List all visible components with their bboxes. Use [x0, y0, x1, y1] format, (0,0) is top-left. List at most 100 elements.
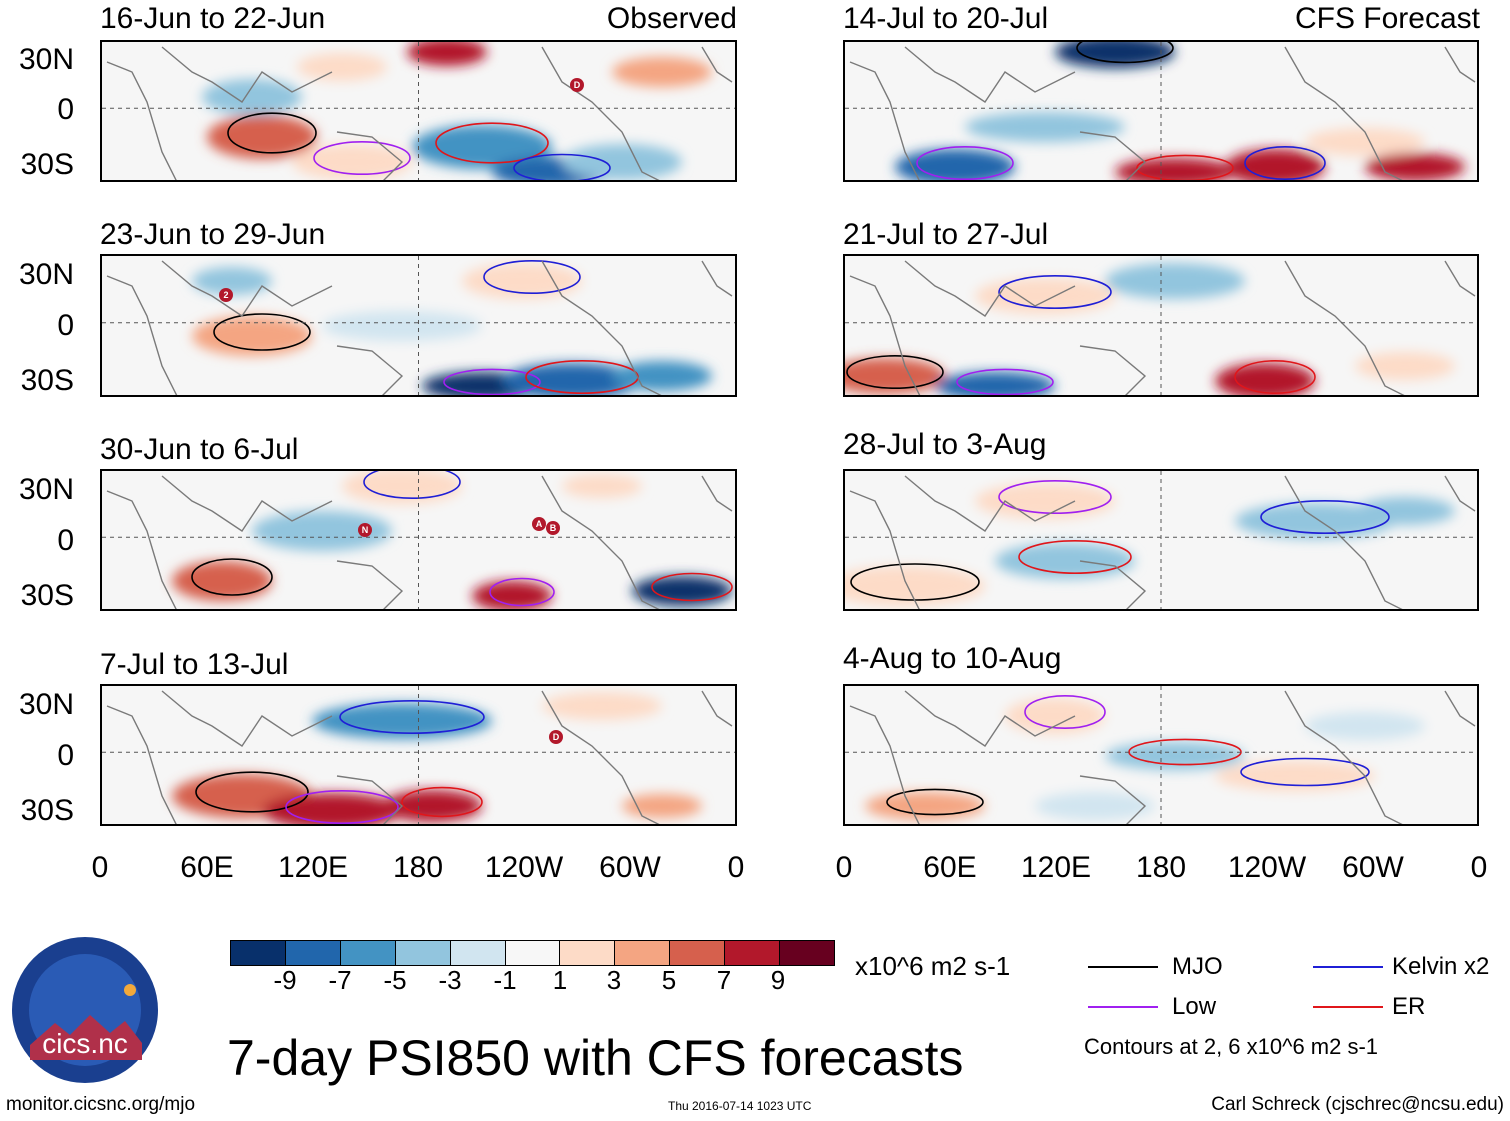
anomaly-blob [1225, 149, 1325, 180]
coastline [1444, 690, 1476, 727]
anomaly-blob [207, 115, 317, 159]
lon-label: 0 [91, 851, 109, 884]
storm-marker: N [358, 523, 372, 537]
storm-marker: 2 [219, 288, 233, 302]
lat-label-eq: 0 [57, 739, 74, 772]
colorbar [230, 940, 835, 966]
anomaly-blob [965, 112, 1125, 142]
map-field [102, 42, 735, 180]
contour-line [1234, 360, 1316, 395]
contour-line [1260, 499, 1390, 535]
lon-label: 180 [1135, 851, 1187, 884]
anomaly-blob [1035, 792, 1155, 820]
anomaly-blob [1215, 761, 1375, 791]
colorbar-tick-label: 9 [770, 965, 786, 995]
colorbar-swatch [670, 941, 726, 965]
footer-url: monitor.cicsnc.org/mjo [6, 1094, 196, 1115]
anomaly-blob [612, 361, 712, 391]
anomaly-blob [192, 267, 272, 295]
contour-line [998, 274, 1112, 310]
contour-line [191, 558, 273, 596]
psi850-map-panel-2: 2 [100, 254, 737, 397]
contour-line [483, 259, 581, 295]
contour-line [1018, 540, 1132, 575]
colorbar-swatch [395, 941, 451, 965]
coastline [701, 475, 733, 512]
contour-line [1136, 154, 1234, 180]
colorbar-swatch [231, 941, 286, 965]
map-field [845, 471, 1477, 609]
anomaly-blob [312, 703, 492, 739]
coastline [1284, 690, 1403, 824]
coastline [904, 260, 1076, 317]
contours-note: Contours at 2, 6 x10^6 m2 s-1 [1084, 1034, 1379, 1059]
panel-title: 30-Jun to 6-Jul [100, 433, 299, 466]
map-field [102, 471, 735, 609]
coastline [904, 475, 1076, 532]
coastline [106, 61, 177, 180]
footer-timestamp: Thu 2016-07-14 1023 UTC [668, 1099, 812, 1113]
anomaly-blob [322, 311, 482, 341]
contour-line [846, 355, 944, 390]
colorbar-tick-label: -5 [383, 965, 407, 995]
anomaly-blob [172, 561, 272, 601]
panel-title: 14-Jul to 20-Jul [843, 2, 1049, 35]
anomaly-blob [1105, 742, 1245, 770]
psi850-map-panel-1: D [100, 40, 737, 182]
contour-line [195, 771, 309, 813]
anomaly-blob [342, 471, 462, 504]
anomaly-blob [845, 566, 985, 606]
anomaly-blob [297, 53, 387, 81]
lon-label: 60W [1342, 851, 1404, 884]
contour-line [1076, 42, 1174, 64]
logo-text: cics.nc [42, 1028, 128, 1059]
anomaly-blob [462, 263, 582, 299]
anomaly-blob [1055, 42, 1175, 68]
legend-label-mjo: MJO [1172, 953, 1223, 980]
anomaly-blob [382, 790, 482, 822]
panel-title: 16-Jun to 22-Jun [100, 2, 326, 35]
anomaly-blob [562, 144, 682, 180]
coastline [1444, 475, 1476, 512]
anomaly-blob [632, 576, 732, 606]
panel-title: 7-Jul to 13-Jul [100, 648, 289, 681]
map-field [845, 256, 1477, 395]
storm-marker: D [549, 730, 563, 744]
lat-label-30n: 30N [18, 473, 74, 506]
contour-line [313, 141, 411, 176]
colorbar-tick-label: 3 [606, 965, 622, 995]
anomaly-blob [975, 278, 1115, 314]
psi850-map-panel-6 [843, 254, 1479, 397]
contour-line [916, 146, 1014, 180]
coastline [541, 46, 660, 180]
coastline [849, 490, 920, 609]
coastline [849, 61, 920, 180]
colorbar-swatch [285, 941, 341, 965]
coastline [904, 690, 1076, 747]
psi850-map-panel-7 [843, 469, 1479, 611]
coastline [161, 690, 333, 747]
coastline [161, 46, 333, 103]
forecast-label: CFS Forecast [1294, 2, 1480, 35]
anomaly-blob [1235, 503, 1395, 539]
coastline [849, 275, 921, 395]
colorbar-tick-label: -7 [328, 965, 352, 995]
lat-label-eq: 0 [57, 93, 74, 126]
coastline [1444, 46, 1476, 83]
contour-line [886, 788, 984, 816]
footer-credit: Carl Schreck (cjschrec@ncsu.edu) [1211, 1094, 1504, 1115]
lat-label-30n: 30N [18, 688, 74, 721]
storm-marker: A [532, 517, 546, 531]
panel-title: 4-Aug to 10-Aug [843, 642, 1062, 675]
coastline [161, 260, 333, 317]
lon-label: 180 [392, 851, 444, 884]
legend-swatch-mjo [1088, 966, 1158, 968]
lon-label: 120W [484, 851, 564, 884]
lat-label-30s: 30S [20, 148, 74, 181]
legend-swatch-er [1313, 1006, 1383, 1008]
coastline [1079, 560, 1147, 609]
contour-line [227, 112, 317, 154]
colorbar-tick-label: -1 [493, 965, 517, 995]
colorbar-tick-label: -9 [273, 965, 297, 995]
anomaly-blob [202, 79, 302, 115]
